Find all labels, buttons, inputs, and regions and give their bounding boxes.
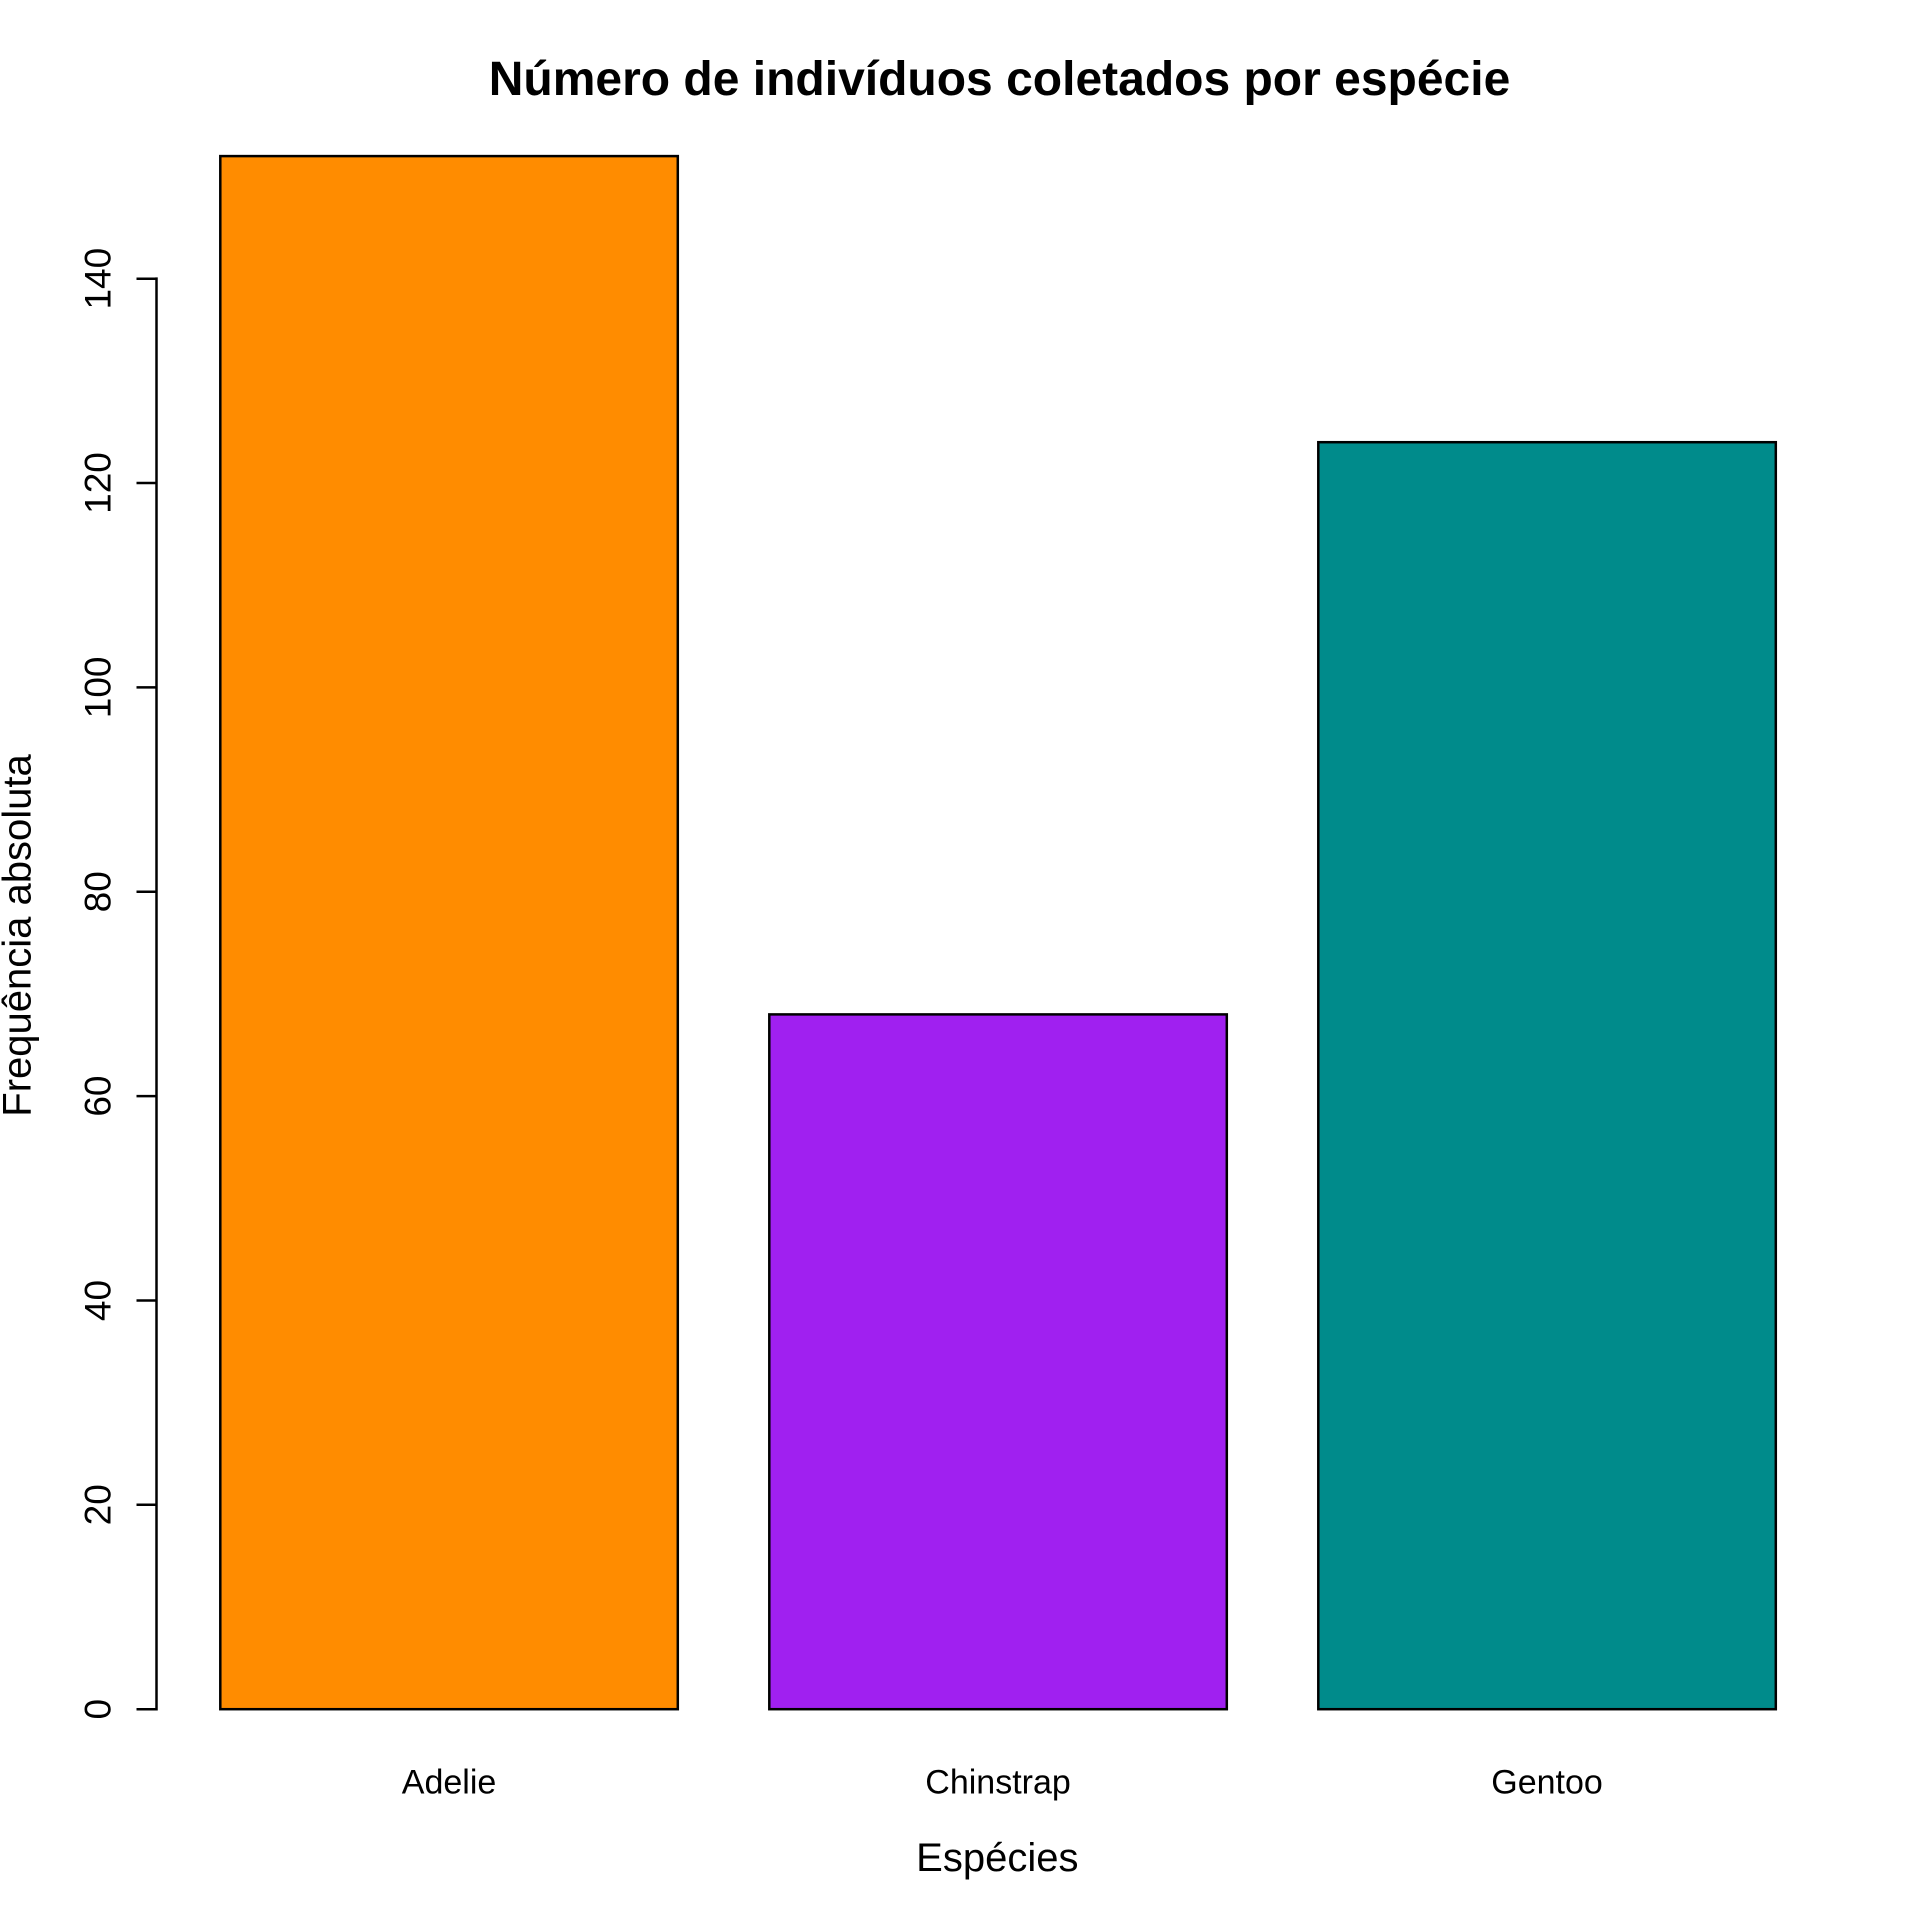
svg-text:Adelie: Adelie xyxy=(402,1764,497,1802)
svg-text:0: 0 xyxy=(78,1699,119,1720)
svg-text:Frequência absoluta: Frequência absoluta xyxy=(0,754,40,1117)
svg-text:Chinstrap: Chinstrap xyxy=(925,1764,1071,1802)
svg-text:60: 60 xyxy=(78,1076,119,1117)
svg-text:40: 40 xyxy=(78,1280,119,1321)
svg-text:20: 20 xyxy=(78,1484,119,1525)
svg-text:140: 140 xyxy=(78,248,119,310)
svg-text:Espécies: Espécies xyxy=(916,1836,1078,1880)
svg-text:120: 120 xyxy=(78,452,119,514)
svg-text:100: 100 xyxy=(78,657,119,719)
svg-text:80: 80 xyxy=(78,871,119,912)
svg-text:Gentoo: Gentoo xyxy=(1491,1764,1603,1802)
svg-text:Número de indivíduos coletados: Número de indivíduos coletados por espéc… xyxy=(489,53,1511,106)
